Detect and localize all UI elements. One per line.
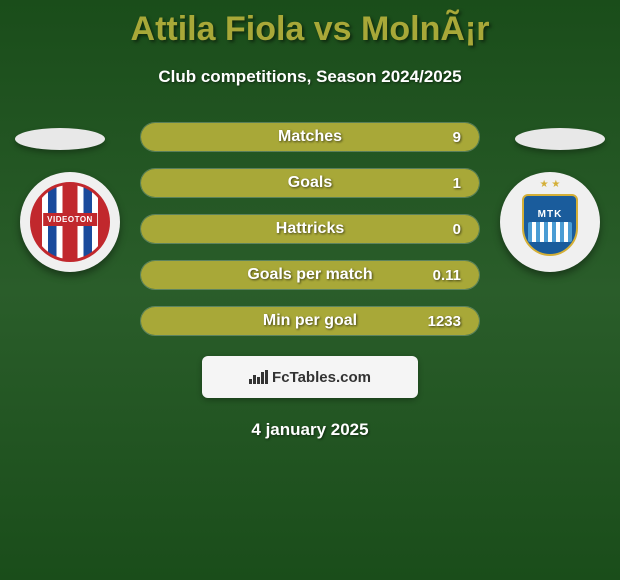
club-crest-left: VIDEOTON — [20, 172, 120, 272]
stat-value: 0.11 — [433, 267, 461, 284]
stat-label: Goals — [288, 174, 332, 192]
stat-bar-goals: Goals 1 — [140, 168, 480, 198]
stat-bar-goals-per-match: Goals per match 0.11 — [140, 260, 480, 290]
stat-value: 9 — [453, 129, 461, 146]
mtk-stars-icon: ★ ★ — [540, 179, 561, 190]
footer-date: 4 january 2025 — [0, 420, 620, 440]
mtk-text: MTK — [538, 209, 563, 220]
page-title: Attila Fiola vs MolnÃ¡r — [0, 0, 620, 49]
mtk-shield: MTK — [522, 194, 578, 256]
stat-value: 1 — [453, 175, 461, 192]
stat-label: Min per goal — [263, 312, 357, 330]
stat-bar-min-per-goal: Min per goal 1233 — [140, 306, 480, 336]
chart-icon — [249, 370, 268, 384]
subtitle: Club competitions, Season 2024/2025 — [0, 67, 620, 87]
mtk-badge: ★ ★ MTK — [505, 177, 595, 267]
stat-bar-hattricks: Hattricks 0 — [140, 214, 480, 244]
stat-fill-left — [141, 169, 310, 197]
player-disc-right — [515, 128, 605, 150]
watermark-text: FcTables.com — [249, 369, 371, 386]
stat-label: Hattricks — [276, 220, 344, 238]
stat-bar-matches: Matches 9 — [140, 122, 480, 152]
crest-circle-right: ★ ★ MTK — [500, 172, 600, 272]
stat-label: Matches — [278, 128, 342, 146]
videoton-badge: VIDEOTON — [30, 182, 110, 262]
watermark: FcTables.com — [202, 356, 418, 398]
stat-label: Goals per match — [247, 266, 372, 284]
mtk-stripes — [528, 222, 572, 242]
stat-value: 1233 — [428, 313, 461, 330]
videoton-label: VIDEOTON — [43, 213, 97, 226]
stat-value: 0 — [453, 221, 461, 238]
watermark-label: FcTables.com — [272, 369, 371, 386]
player-disc-left — [15, 128, 105, 150]
crest-circle-left: VIDEOTON — [20, 172, 120, 272]
club-crest-right: ★ ★ MTK — [500, 172, 600, 272]
